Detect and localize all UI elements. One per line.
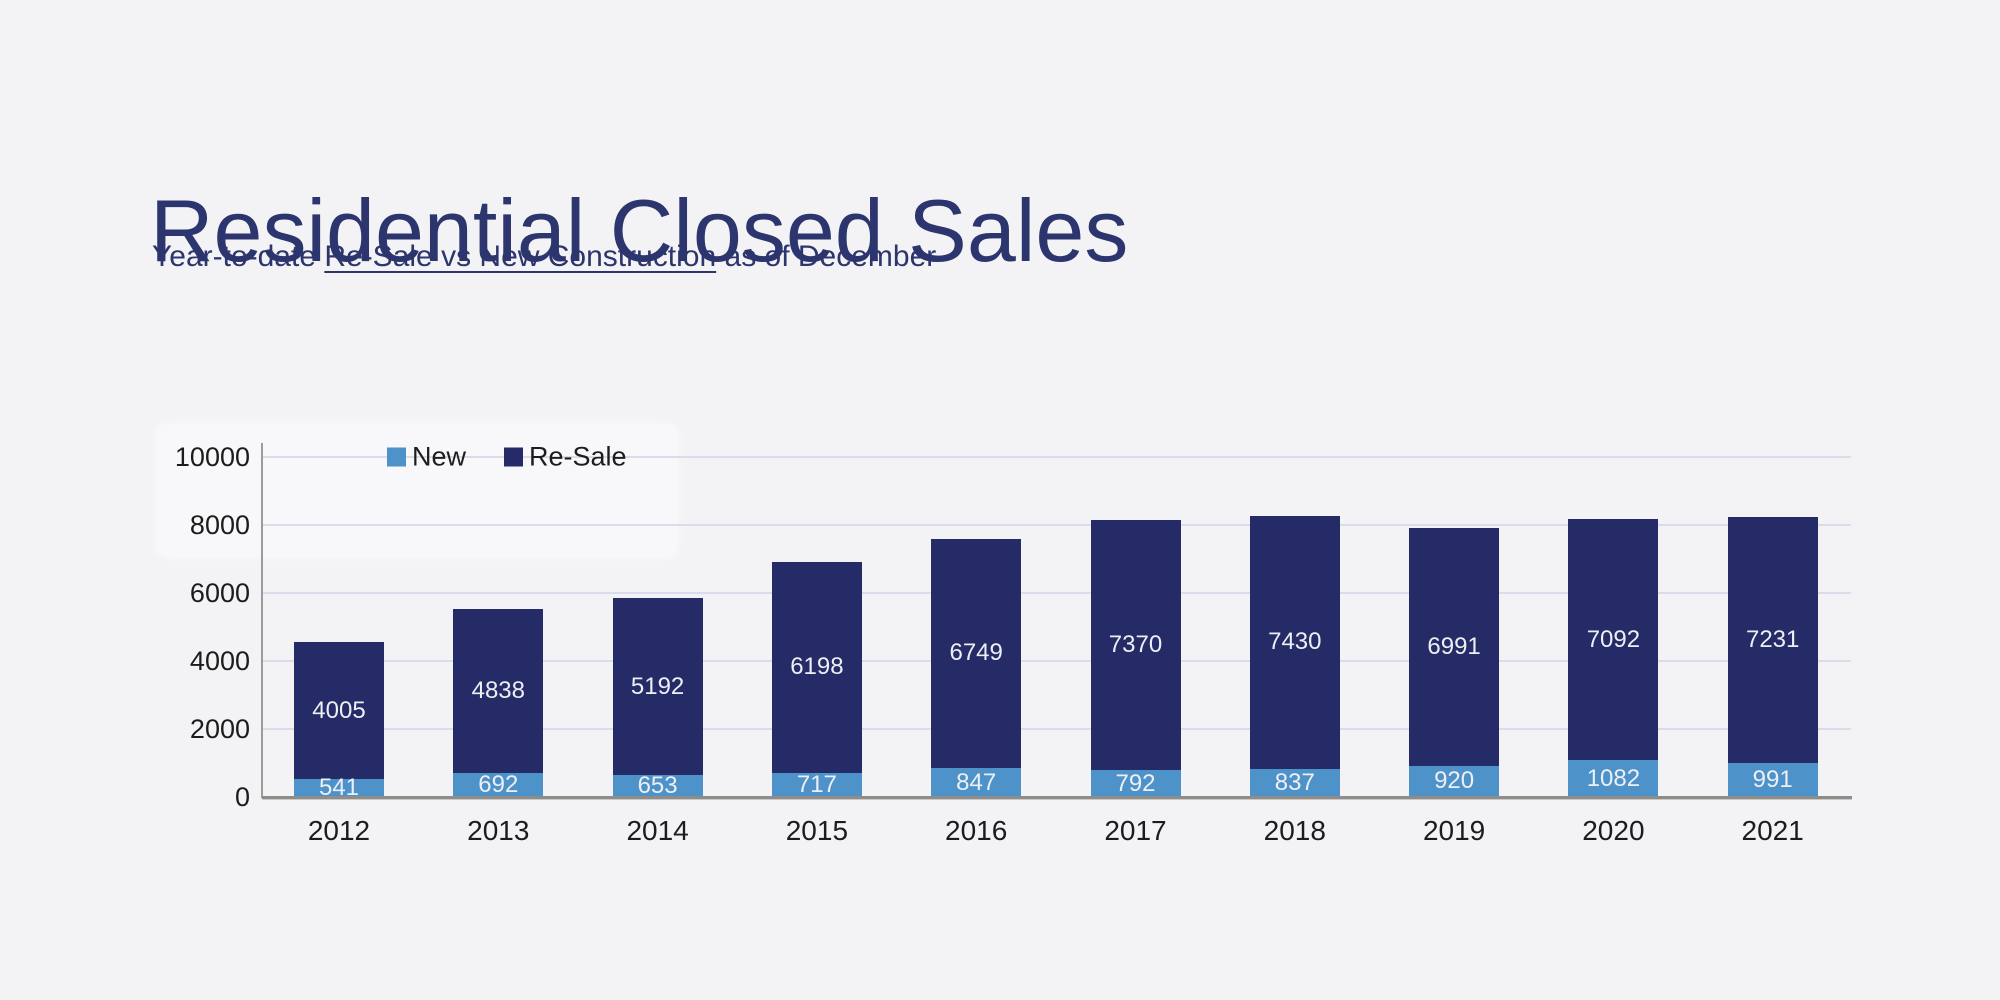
bar-segment-new-2019: 920 bbox=[1409, 765, 1500, 797]
bar-segment-resale-2018: 7430 bbox=[1249, 515, 1340, 769]
x-tick-label-2019: 2019 bbox=[1422, 815, 1486, 846]
bar-value-label: 4838 bbox=[471, 677, 525, 705]
y-tick-label-10000: 10000 bbox=[174, 442, 250, 472]
bar-segment-resale-2019: 6991 bbox=[1409, 528, 1500, 766]
legend-item-resale: Re-Sale bbox=[504, 442, 627, 473]
bar-value-label: 847 bbox=[956, 768, 997, 796]
bar-value-label: 6749 bbox=[949, 639, 1003, 667]
bar-value-label: 541 bbox=[318, 773, 360, 801]
bar-value-label: 7231 bbox=[1745, 626, 1800, 654]
y-tick-label-0: 0 bbox=[234, 782, 250, 812]
legend-label: Re-Sale bbox=[529, 441, 627, 472]
page-subtitle: Year-to-date Re-Sale vs New Construction… bbox=[152, 240, 936, 274]
bar-value-label: 6198 bbox=[790, 653, 844, 681]
x-tick-label-2014: 2014 bbox=[626, 815, 689, 846]
bar-value-label: 692 bbox=[478, 771, 519, 799]
bar-segment-resale-2012: 4005 bbox=[294, 642, 384, 779]
y-tick-label-2000: 2000 bbox=[189, 714, 250, 744]
bar-segment-resale-2014: 5192 bbox=[612, 598, 703, 775]
x-tick-label-2012: 2012 bbox=[307, 815, 371, 846]
gridline-2000 bbox=[263, 728, 1851, 730]
chart-highlight-panel bbox=[158, 425, 676, 556]
gridline-4000 bbox=[263, 660, 1851, 662]
x-axis-line bbox=[262, 796, 1852, 800]
bar-segment-resale-2021: 7231 bbox=[1727, 517, 1818, 764]
bar-value-label: 7092 bbox=[1586, 625, 1641, 653]
bar-segment-resale-2017: 7370 bbox=[1090, 519, 1181, 771]
x-tick-label-2021: 2021 bbox=[1741, 815, 1804, 846]
bar-value-label: 1082 bbox=[1586, 764, 1641, 792]
gridline-6000 bbox=[263, 592, 1851, 594]
legend-label: New bbox=[412, 441, 467, 472]
x-tick-label-2017: 2017 bbox=[1104, 815, 1167, 846]
chart-legend: New Re-Sale bbox=[387, 442, 627, 473]
bar-segment-new-2018: 837 bbox=[1249, 768, 1340, 797]
legend-item-new: New bbox=[387, 442, 466, 473]
bar-segment-new-2021: 991 bbox=[1727, 763, 1818, 797]
x-tick-label-2020: 2020 bbox=[1582, 815, 1645, 846]
y-tick-label-6000: 6000 bbox=[189, 578, 250, 608]
bar-value-label: 991 bbox=[1752, 766, 1793, 794]
bar-segment-new-2012: 541 bbox=[294, 773, 384, 801]
bar-group-2019: 6991 920 bbox=[1409, 528, 1500, 797]
gridline-8000 bbox=[263, 524, 1851, 526]
bar-value-label: 717 bbox=[796, 770, 837, 798]
bar-segment-new-2014: 653 bbox=[612, 771, 703, 799]
legend-swatch-icon bbox=[504, 447, 524, 467]
bar-value-label: 653 bbox=[637, 771, 678, 799]
bar-segment-new-2013: 692 bbox=[453, 771, 544, 799]
subtitle-suffix: as of December bbox=[716, 240, 937, 273]
bar-segment-new-2017: 792 bbox=[1090, 769, 1181, 797]
bar-value-label: 837 bbox=[1274, 768, 1315, 796]
bar-group-2018: 7430 837 bbox=[1249, 515, 1340, 797]
subtitle-prefix: Year-to-date bbox=[152, 240, 325, 273]
x-tick-label-2013: 2013 bbox=[467, 815, 530, 846]
bar-segment-resale-2015: 6198 bbox=[771, 561, 862, 773]
bar-group-2014: 5192 653 bbox=[612, 598, 703, 799]
bar-segment-new-2015: 717 bbox=[771, 770, 862, 798]
y-tick-label-8000: 8000 bbox=[189, 510, 250, 540]
bar-group-2021: 7231 991 bbox=[1727, 517, 1818, 797]
bar-segment-resale-2013: 4838 bbox=[453, 609, 544, 774]
bar-segment-new-2016: 847 bbox=[931, 768, 1022, 797]
bar-value-label: 7430 bbox=[1268, 628, 1322, 656]
page-title: Residential Closed Sales bbox=[150, 180, 1129, 280]
bar-value-label: 6991 bbox=[1427, 632, 1481, 660]
x-tick-label-2016: 2016 bbox=[945, 815, 1008, 846]
bar-value-label: 792 bbox=[1115, 769, 1156, 797]
x-tick-label-2018: 2018 bbox=[1263, 815, 1326, 846]
bar-group-2013: 4838 692 bbox=[453, 609, 544, 799]
bar-value-label: 5192 bbox=[630, 672, 685, 700]
y-tick-label-4000: 4000 bbox=[189, 646, 250, 676]
bar-group-2020: 7092 1082 bbox=[1568, 519, 1659, 797]
gridline-10000 bbox=[263, 456, 1851, 458]
bar-value-label: 4005 bbox=[312, 696, 366, 724]
x-tick-label-2015: 2015 bbox=[785, 815, 849, 846]
bar-segment-resale-2016: 6749 bbox=[931, 538, 1022, 769]
bar-group-2012: 4005 541 bbox=[294, 642, 384, 801]
y-axis-line bbox=[261, 443, 263, 798]
bar-group-2015: 6198 717 bbox=[771, 561, 862, 798]
legend-swatch-icon bbox=[387, 447, 406, 467]
bar-value-label: 920 bbox=[1434, 767, 1475, 795]
bar-group-2016: 6749 847 bbox=[931, 538, 1022, 797]
bar-value-label: 7370 bbox=[1108, 630, 1163, 658]
plot-area: 4005 541 4838 692 5192 653 6198 717 6749 847 7370 7… bbox=[263, 456, 1851, 801]
bar-segment-resale-2020: 7092 bbox=[1568, 519, 1659, 761]
subtitle-underlined-link: Re-Sale vs New Construction bbox=[324, 240, 717, 273]
bar-segment-new-2020: 1082 bbox=[1568, 760, 1659, 797]
bar-group-2017: 7370 792 bbox=[1090, 519, 1181, 797]
